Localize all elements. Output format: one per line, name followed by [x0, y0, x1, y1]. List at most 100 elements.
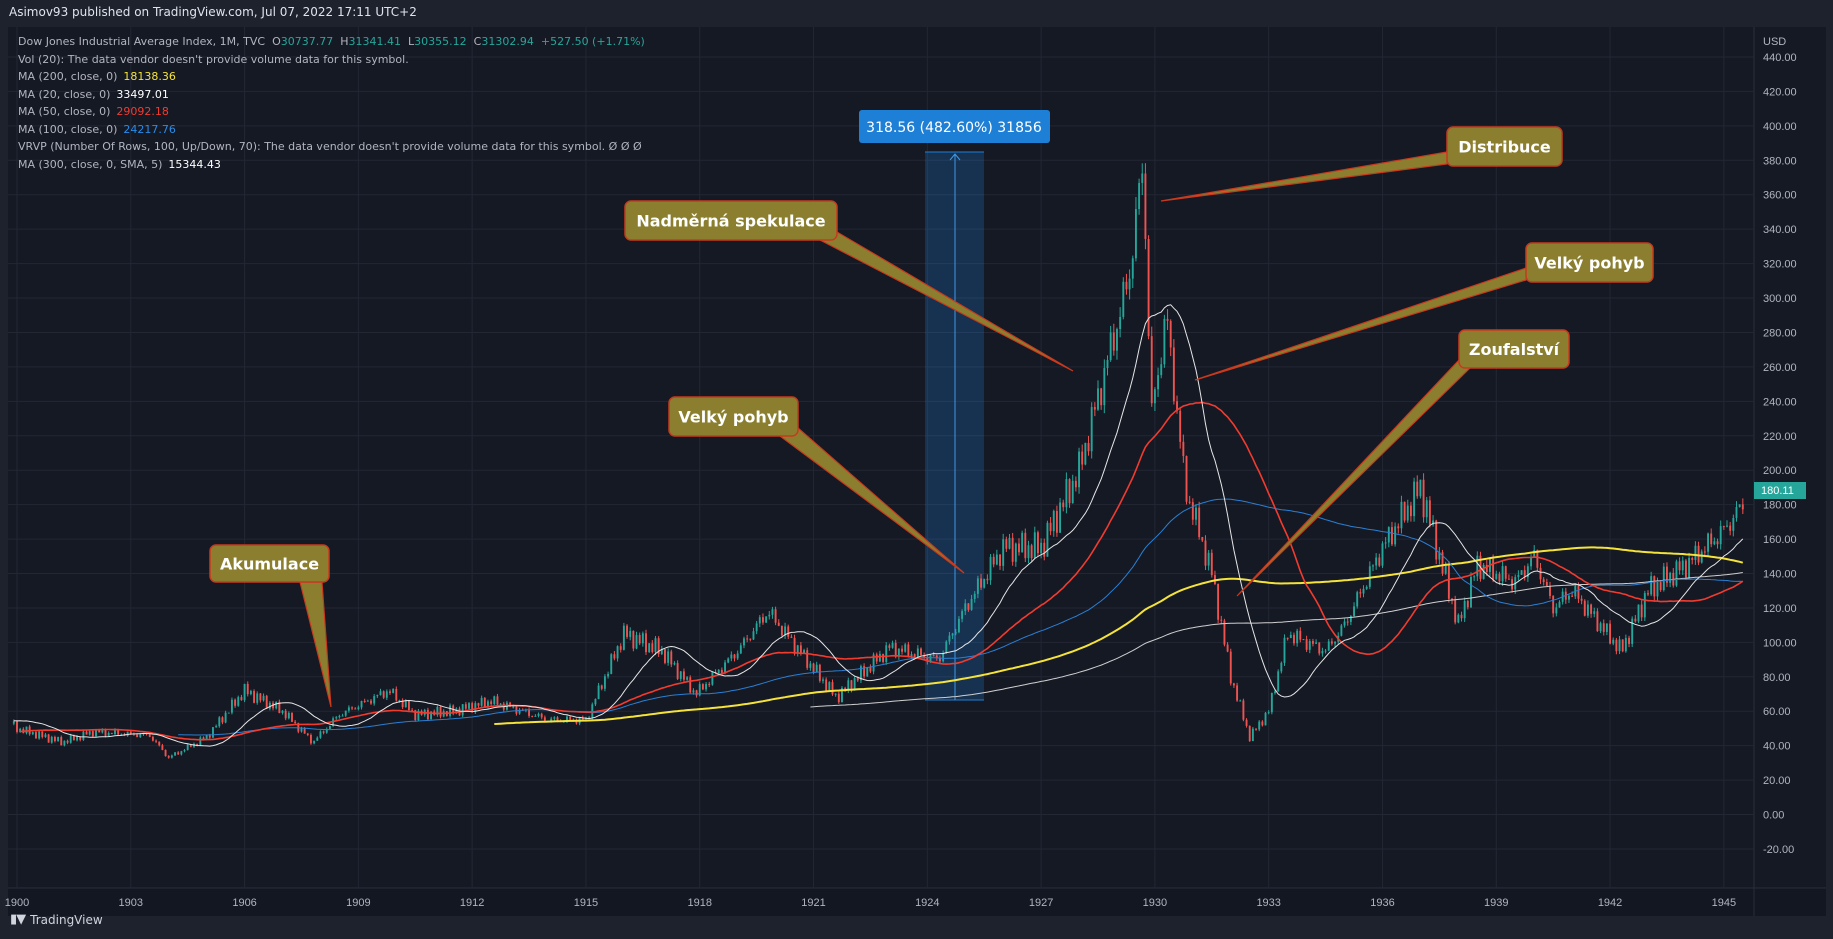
candle — [743, 636, 745, 649]
candle — [664, 648, 666, 665]
footer: ▮▼ TradingView — [10, 912, 103, 927]
candle — [1346, 618, 1349, 626]
candle — [1501, 561, 1504, 586]
candle — [1447, 561, 1450, 603]
candle — [1248, 725, 1251, 742]
candle — [1495, 570, 1498, 580]
candle — [1476, 551, 1479, 581]
callout-velky-pohyb-1[interactable]: Velký pohyb — [668, 396, 965, 574]
candle — [771, 606, 774, 619]
candle — [1577, 582, 1580, 604]
candle — [1612, 637, 1615, 646]
candle — [281, 710, 284, 715]
candle — [439, 705, 442, 719]
callout-distribuce[interactable]: Distribuce — [1160, 126, 1563, 202]
y-tick-labels: 440.00 420.00 400.00 380.00 360.00 340.00 320.… — [1763, 52, 1797, 856]
candle — [679, 671, 682, 682]
candle — [1112, 323, 1115, 356]
ma300-line — [810, 572, 1743, 708]
candle — [1378, 553, 1381, 568]
measure-label[interactable]: 318.56 (482.60%) 31856 — [859, 110, 1050, 143]
candle — [594, 698, 597, 707]
candle — [1005, 536, 1008, 552]
candle — [1372, 564, 1374, 572]
legend-ma20[interactable]: MA (20, close, 0) 33497.01 — [18, 86, 645, 104]
candle — [1678, 557, 1681, 575]
chart-legend: Dow Jones Industrial Average Index, 1M, … — [18, 33, 645, 173]
candle — [872, 652, 875, 675]
callout-box — [1525, 242, 1654, 283]
candle — [841, 686, 843, 703]
candle — [1191, 498, 1194, 525]
callout-nadmerna-spekulace[interactable]: Nadměrná spekulace — [624, 200, 1074, 372]
ma50-value: 29092.18 — [116, 105, 169, 118]
candle — [626, 624, 628, 639]
legend-symbol-row[interactable]: Dow Jones Industrial Average Index, 1M, … — [18, 33, 645, 51]
ma20-label: MA (20, close, 0) — [18, 87, 111, 101]
callout-velky-pohyb-2[interactable]: Velký pohyb — [1194, 242, 1654, 381]
candle — [1081, 444, 1084, 470]
y-tick-label: 260.00 — [1763, 362, 1797, 374]
time-axis[interactable] — [8, 888, 1826, 916]
candle — [1593, 607, 1596, 618]
legend-vrvp[interactable]: VRVP (Number Of Rows, 100, Up/Down, 70):… — [18, 140, 642, 153]
legend-ma200[interactable]: MA (200, close, 0) 18138.36 — [18, 68, 645, 86]
candle — [1185, 455, 1188, 505]
candle — [1068, 478, 1071, 508]
candle — [1100, 387, 1103, 410]
callout-text: Zoufalství — [1469, 340, 1561, 359]
legend-ma300[interactable]: MA (300, close, 0, SMA, 5) 15344.43 — [18, 156, 645, 174]
candle — [357, 705, 360, 711]
candle — [1539, 562, 1542, 585]
measure-range[interactable] — [925, 151, 984, 701]
last-price-box — [1754, 482, 1806, 499]
candle — [370, 699, 372, 705]
candle — [287, 711, 290, 720]
candle — [1536, 549, 1539, 572]
candle — [1713, 537, 1716, 546]
candle — [632, 630, 635, 652]
candle — [942, 650, 945, 663]
y-tick-label: 200.00 — [1763, 465, 1797, 477]
candle — [746, 634, 749, 643]
candle — [60, 735, 63, 746]
x-tick-label: 1939 — [1484, 897, 1508, 909]
candle — [603, 674, 606, 692]
callout-zoufalstvi[interactable]: Zoufalství — [1236, 329, 1570, 597]
legend-ma100[interactable]: MA (100, close, 0) 24217.76 — [18, 121, 645, 139]
candle — [796, 644, 799, 657]
candle — [1397, 523, 1400, 534]
candle — [1624, 634, 1627, 653]
candle — [1741, 498, 1744, 515]
candle — [1261, 720, 1264, 727]
y-tick-label: 0.00 — [1763, 810, 1784, 822]
candle — [875, 652, 878, 665]
candle — [957, 616, 960, 634]
candle — [1694, 541, 1697, 565]
symbol-name[interactable]: Dow Jones Industrial Average Index, 1M, … — [18, 35, 266, 48]
legend-ma50[interactable]: MA (50, close, 0) 29092.18 — [18, 103, 645, 121]
candle — [1002, 533, 1005, 571]
ma20-line — [13, 304, 1744, 747]
candle — [1596, 608, 1599, 632]
candle — [537, 712, 540, 718]
callout-akumulace[interactable]: Akumulace — [209, 544, 332, 708]
legend-vol[interactable]: Vol (20): The data vendor doesn't provid… — [18, 52, 409, 66]
candle — [310, 733, 312, 745]
plot-area[interactable] — [8, 27, 1754, 888]
candle — [888, 643, 891, 651]
candle — [1615, 637, 1618, 655]
publish-bar: Asimov93 published on TradingView.com, J… — [0, 0, 1833, 26]
candle — [920, 647, 922, 657]
callout-text: Akumulace — [220, 555, 319, 574]
candle — [1251, 726, 1254, 742]
candle — [1223, 618, 1226, 647]
candle — [591, 702, 594, 720]
candle — [379, 688, 382, 696]
x-tick-label: 1930 — [1143, 897, 1167, 909]
candle — [19, 727, 22, 733]
x-tick-labels: 1900 1903 1906 1909 1912 1915 1918 1921 1924 1927… — [5, 897, 1736, 909]
publish-info: Asimov93 published on TradingView.com, J… — [9, 5, 417, 19]
price-axis[interactable] — [1754, 27, 1826, 888]
